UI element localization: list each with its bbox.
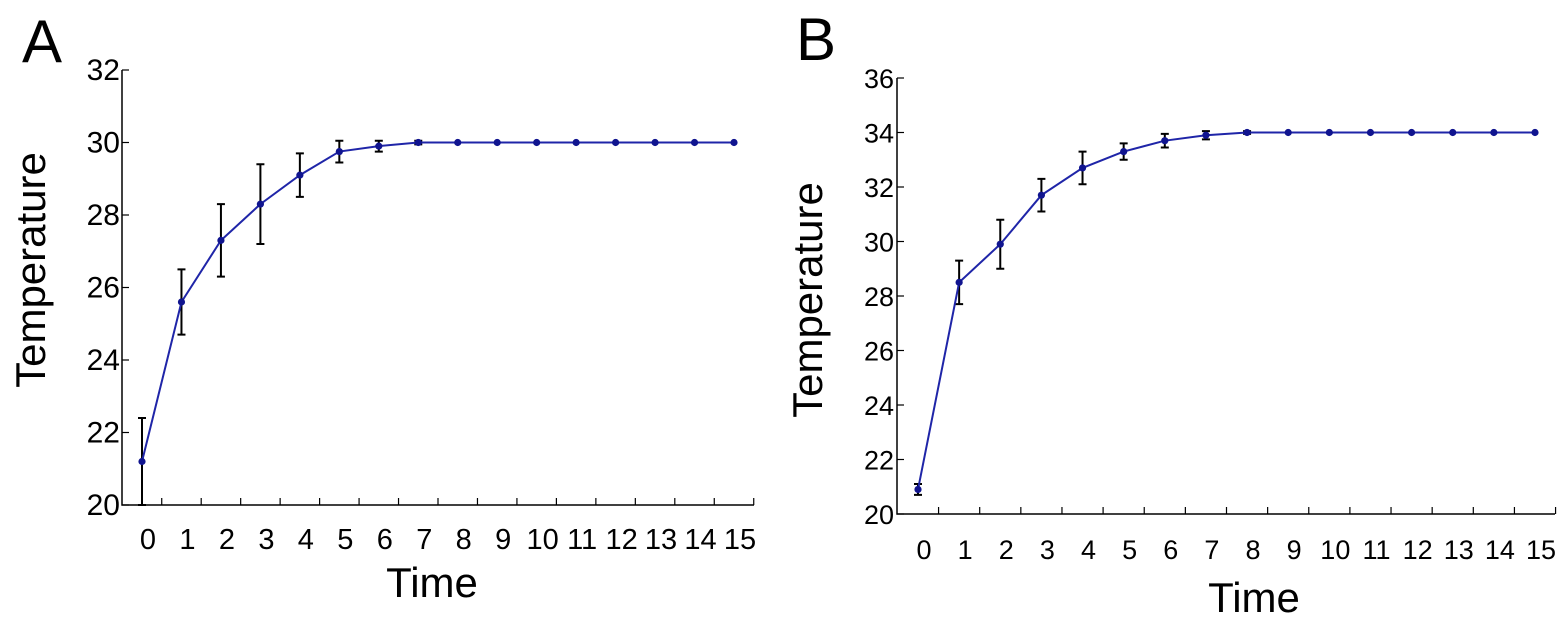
panel-a-xtick-label-3: 3 <box>258 524 274 556</box>
panel-a-point-6 <box>375 142 383 150</box>
panel-a-xtick-label-7: 7 <box>416 524 432 556</box>
panel-a-xtick-label-9: 9 <box>495 524 511 556</box>
panel-b-xtick-label-15: 15 <box>1526 535 1556 565</box>
panel-b-ytick-label-20: 20 <box>864 500 894 530</box>
panel-b-point-3 <box>1037 191 1045 199</box>
panel-b-point-11 <box>1366 128 1375 137</box>
panel-b-ytick-label-22: 22 <box>864 446 894 476</box>
panel-a-point-13 <box>651 138 659 147</box>
panel-a-point-14 <box>690 138 699 147</box>
panel-b-point-0 <box>914 485 922 494</box>
panel-a-point-5 <box>335 147 343 156</box>
panel-a-xtick-label-1: 1 <box>179 524 195 556</box>
panel-a-xtick-label-14: 14 <box>684 524 716 556</box>
panel-b-xtick-label-13: 13 <box>1444 535 1474 565</box>
panel-a-point-10 <box>533 138 541 147</box>
panel-b-point-10 <box>1325 128 1333 137</box>
panel-a-letter: A <box>22 8 62 75</box>
panel-a-xtick-label-5: 5 <box>337 524 353 556</box>
panel-a-point-3 <box>256 200 264 208</box>
panel-a-point-4 <box>296 171 304 179</box>
panel-b-xtick-label-4: 4 <box>1081 535 1096 565</box>
panel-b-point-1 <box>955 278 963 286</box>
panel-a-ytick-label-24: 24 <box>87 344 120 377</box>
panel-b-ytick-label-34: 34 <box>864 119 894 149</box>
panel-a-ytick-label-22: 22 <box>87 417 120 450</box>
panel-a-ytick-label-28: 28 <box>87 199 120 232</box>
panel-b-point-5 <box>1120 147 1128 156</box>
panel-b-xtick-label-12: 12 <box>1403 535 1433 565</box>
panel-b-xtick-label-11: 11 <box>1362 535 1390 565</box>
panel-a-point-0 <box>138 457 146 466</box>
panel-a-xtick-label-2: 2 <box>219 524 235 556</box>
panel-b-ytick-label-30: 30 <box>864 228 894 258</box>
panel-b-point-9 <box>1284 128 1292 137</box>
panel-a-xtick-label-11: 11 <box>567 524 597 556</box>
panel-a-xtick-label-12: 12 <box>605 524 637 556</box>
panel-b-xtick-label-3: 3 <box>1040 535 1055 565</box>
panel-a-xtick-label-15: 15 <box>724 524 756 556</box>
panel-a-ylabel: Temperature <box>7 152 54 388</box>
panel-b-ytick-label-24: 24 <box>864 391 894 421</box>
panel-a-ytick-label-30: 30 <box>87 127 120 160</box>
panel-a-point-2 <box>217 236 225 244</box>
panel-b-xtick-label-9: 9 <box>1287 535 1302 565</box>
panel-a-xtick-label-10: 10 <box>527 524 559 556</box>
panel-b-ytick-label-32: 32 <box>864 173 894 203</box>
panel-a-xtick-label-4: 4 <box>298 524 314 556</box>
panel-a-ytick-label-32: 32 <box>87 54 120 87</box>
panel-b-point-6 <box>1161 137 1169 145</box>
panel-a-ytick-label-20: 20 <box>87 489 120 522</box>
panel-a-point-1 <box>177 298 186 306</box>
panel-a-point-9 <box>493 138 501 147</box>
panel-b-point-13 <box>1449 128 1457 137</box>
panel-a-series-line <box>141 141 734 462</box>
panel-b-xtick-label-6: 6 <box>1163 535 1178 565</box>
panel-b-axes <box>896 78 1555 515</box>
panel-b-ytick-label-36: 36 <box>864 64 894 94</box>
panel-b-point-14 <box>1490 128 1498 137</box>
panel-b-xtick-label-0: 0 <box>916 535 931 565</box>
panel-b-xtick-label-7: 7 <box>1204 535 1219 565</box>
panel-a-point-11 <box>572 138 580 147</box>
panel-b-ytick-label-28: 28 <box>864 282 894 312</box>
panel-b-xtick-label-1: 1 <box>958 535 973 565</box>
panel-b-point-8 <box>1243 128 1251 137</box>
panel-a-ytick-label-26: 26 <box>87 272 120 305</box>
panel-b-ylabel: Temperature <box>784 182 831 418</box>
panel-b-marks <box>914 128 1539 496</box>
panel-a-point-8 <box>454 138 462 147</box>
panel-b-xlabel: Time <box>1208 574 1300 619</box>
panel-b-point-12 <box>1408 128 1416 137</box>
panel-a-xtick-label-8: 8 <box>456 524 472 556</box>
panel-a-xtick-label-6: 6 <box>377 524 393 556</box>
panel-b-point-15 <box>1531 128 1539 137</box>
panel-b-series-line <box>917 131 1535 490</box>
panel-a-point-12 <box>612 138 620 147</box>
panel-b-xtick-label-14: 14 <box>1485 535 1515 565</box>
panel-a-xtick-label-13: 13 <box>645 524 677 556</box>
panel-b-letter: B <box>796 6 836 73</box>
panel-b-xtick-label-10: 10 <box>1320 535 1350 565</box>
panel-b-point-4 <box>1078 164 1087 172</box>
panel-a-point-15 <box>730 138 738 147</box>
panel-a-point-7 <box>414 138 422 147</box>
panel-a-axes <box>121 70 754 506</box>
panel-b-xtick-label-5: 5 <box>1122 535 1137 565</box>
panel-a-xlabel: Time <box>386 559 478 606</box>
panel-b-point-7 <box>1202 131 1210 139</box>
panel-b-xtick-label-2: 2 <box>999 535 1014 565</box>
panel-b-xtick-label-8: 8 <box>1246 535 1261 565</box>
panel-a-marks <box>138 138 738 506</box>
panel-a-xtick-label-0: 0 <box>140 524 156 556</box>
panel-b-ytick-label-26: 26 <box>864 337 894 367</box>
panel-b-point-2 <box>996 240 1004 248</box>
